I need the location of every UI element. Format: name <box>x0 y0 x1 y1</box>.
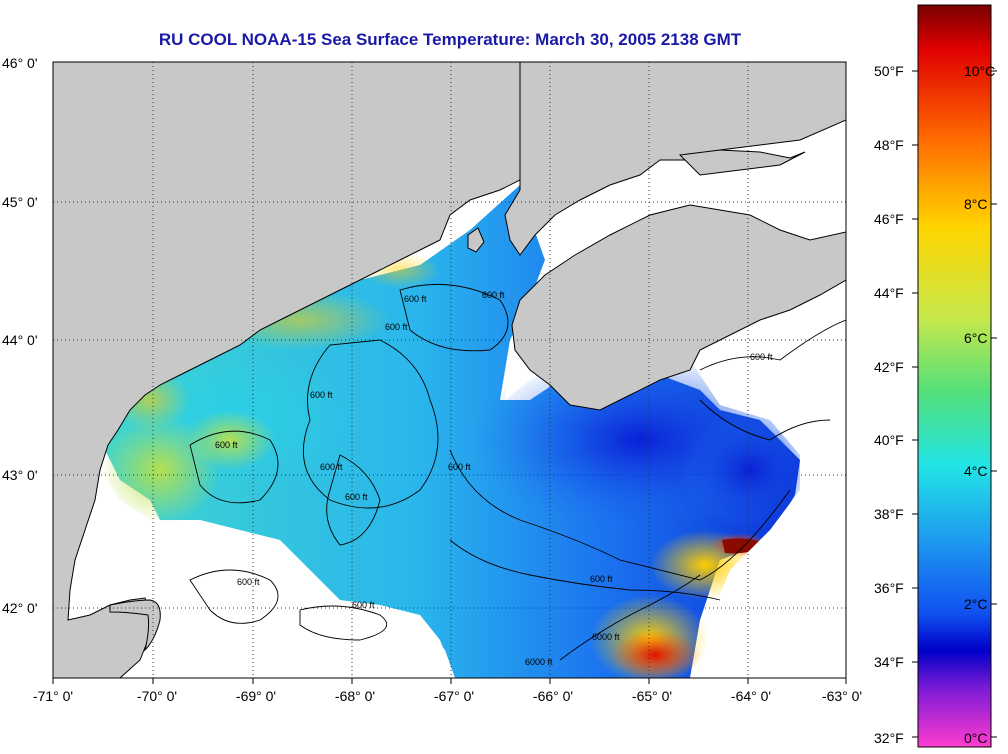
legend-celsius-label: 4°C <box>964 463 988 479</box>
legend-fahrenheit-label: 48°F <box>874 137 904 153</box>
legend-fahrenheit-label: 34°F <box>874 654 904 670</box>
contour-label: 600 ft <box>590 574 613 584</box>
land-new-brunswick <box>504 62 846 256</box>
legend-fahrenheit-label: 36°F <box>874 580 904 596</box>
latitude-tick-label: 44° 0' <box>2 332 38 348</box>
longitude-tick-label: -69° 0' <box>235 688 277 704</box>
contour-label: 600 ft <box>352 600 375 610</box>
contour-label: 600 ft <box>482 290 505 300</box>
legend-celsius-label: 8°C <box>964 196 988 212</box>
contour-label: 600 ft <box>448 462 471 472</box>
longitude-tick-label: -71° 0' <box>32 688 74 704</box>
contour-label: 600 ft <box>345 492 368 502</box>
longitude-tick-label: -65° 0' <box>631 688 673 704</box>
legend-fahrenheit-label: 46°F <box>874 211 904 227</box>
legend-fahrenheit-label: 42°F <box>874 359 904 375</box>
latitude-tick-label: 46° 0' <box>2 55 38 71</box>
map-frame <box>52 61 847 679</box>
contour-label: 600 ft <box>215 440 238 450</box>
cloud-gap-east <box>690 290 846 678</box>
color-scale-bar <box>917 4 992 748</box>
cold-region-scotian <box>680 410 820 530</box>
longitude-tick-label: -63° 0' <box>821 688 863 704</box>
latitude-tick-label: 43° 0' <box>2 467 38 483</box>
longitude-tick-label: -64° 0' <box>730 688 772 704</box>
contour-label: 6000 ft <box>592 632 620 642</box>
land-cape-cod <box>109 599 161 652</box>
map-area[interactable]: 600 ft 600 ft 600 ft 600 ft 600 ft 600 f… <box>53 62 846 685</box>
gulf-stream-hot-2 <box>610 630 700 678</box>
graticule <box>53 62 846 678</box>
contour-label-group: 600 ft 600 ft 600 ft 600 ft 600 ft 600 f… <box>215 290 773 667</box>
land-pei <box>678 149 806 176</box>
longitude-tick-label: -67° 0' <box>433 688 475 704</box>
latitude-tick-label: 42° 0' <box>2 600 38 616</box>
land-nova-scotia <box>511 204 846 411</box>
land-grand-manan <box>467 227 485 253</box>
legend-fahrenheit-label: 38°F <box>874 506 904 522</box>
sst-water-field <box>105 185 800 678</box>
latitude-tick-label: 45° 0' <box>2 194 38 210</box>
contour-label: 600 ft <box>320 462 343 472</box>
contour-label: 600 ft <box>310 390 333 400</box>
contour-label: 600 ft <box>385 322 408 332</box>
map-title: RU COOL NOAA-15 Sea Surface Temperature:… <box>158 30 742 49</box>
legend-fahrenheit-label: 32°F <box>874 730 904 746</box>
legend-fahrenheit-label: 40°F <box>874 432 904 448</box>
legend-celsius-label: 2°C <box>964 596 988 612</box>
legend-fahrenheit-label: 50°F <box>874 63 904 79</box>
legend-fahrenheit-label: 44°F <box>874 285 904 301</box>
contour-label: 600 ft <box>404 294 427 304</box>
contour-label: 600 ft <box>750 352 773 362</box>
longitude-tick-label: -68° 0' <box>334 688 376 704</box>
longitude-tick-label: -70° 0' <box>136 688 178 704</box>
contour-label: 6000 ft <box>525 657 553 667</box>
longitude-tick-label: -66° 0' <box>532 688 574 704</box>
legend-celsius-label: 6°C <box>964 330 988 346</box>
legend-celsius-label: 10°C <box>964 63 996 79</box>
bathymetry-contours <box>189 283 846 661</box>
legend-ticks <box>912 70 997 738</box>
axis-ticks <box>52 678 847 684</box>
legend-celsius-label: 0°C <box>964 730 988 746</box>
contour-label: 600 ft <box>237 577 260 587</box>
